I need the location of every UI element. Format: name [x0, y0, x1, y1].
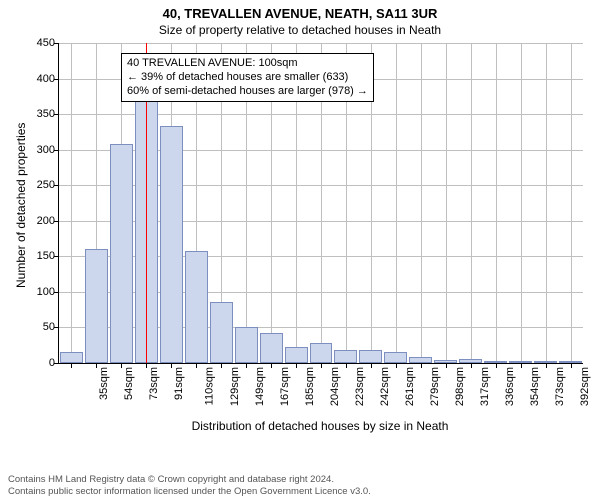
footer-line-2: Contains public sector information licen…: [8, 486, 592, 497]
histogram-bar: [260, 333, 283, 363]
xtick-label: 354sqm: [529, 367, 541, 406]
chart-container: 0 50 100 150 200 250 300 350 400 450 35sqm 54sqm 73s…: [0, 37, 600, 457]
xtick-label: 261sqm: [404, 367, 416, 406]
footer-line-1: Contains HM Land Registry data © Crown c…: [8, 474, 592, 485]
xtick-label: 392sqm: [579, 367, 591, 406]
ytick-label: 400: [37, 73, 59, 85]
xtick-mark: [171, 363, 172, 368]
gridline-v: [71, 43, 72, 363]
gridline-v: [471, 43, 472, 363]
xtick-mark: [371, 363, 372, 368]
ytick-label: 150: [37, 250, 59, 262]
annotation-line: 40 TREVALLEN AVENUE: 100sqm: [127, 57, 368, 71]
xtick-mark: [221, 363, 222, 368]
xtick-label: 336sqm: [504, 367, 516, 406]
histogram-bar: [384, 352, 407, 363]
chart-title-main: 40, TREVALLEN AVENUE, NEATH, SA11 3UR: [0, 6, 600, 21]
xtick-mark: [471, 363, 472, 368]
xtick-mark: [246, 363, 247, 368]
histogram-bar: [285, 347, 308, 363]
xtick-label: 317sqm: [479, 367, 491, 406]
xtick-label: 110sqm: [204, 367, 216, 405]
x-axis-label: Distribution of detached houses by size …: [58, 419, 582, 433]
xtick-label: 167sqm: [279, 367, 291, 406]
gridline-v: [496, 43, 497, 363]
gridline-v: [546, 43, 547, 363]
gridline-v: [421, 43, 422, 363]
xtick-mark: [521, 363, 522, 368]
xtick-mark: [296, 363, 297, 368]
xtick-label: 35sqm: [99, 367, 111, 400]
ytick-label: 250: [37, 179, 59, 191]
xtick-label: 279sqm: [429, 367, 441, 406]
xtick-mark: [71, 363, 72, 368]
histogram-bar: [359, 350, 382, 363]
xtick-mark: [321, 363, 322, 368]
xtick-mark: [346, 363, 347, 368]
xtick-label: 223sqm: [354, 367, 366, 406]
xtick-label: 242sqm: [379, 367, 391, 406]
histogram-bar: [310, 343, 333, 363]
ytick-label: 200: [37, 215, 59, 227]
xtick-mark: [396, 363, 397, 368]
ytick-label: 300: [37, 144, 59, 156]
xtick-mark: [271, 363, 272, 368]
plot-area: 05010015020025030035040045035sqm54sqm73s…: [58, 43, 583, 364]
histogram-bar: [185, 251, 208, 363]
ytick-label: 100: [37, 286, 59, 298]
chart-title-sub: Size of property relative to detached ho…: [0, 23, 600, 37]
xtick-label: 54sqm: [123, 367, 135, 400]
xtick-label: 298sqm: [454, 367, 466, 406]
xtick-mark: [571, 363, 572, 368]
xtick-label: 149sqm: [254, 367, 266, 406]
xtick-label: 91sqm: [173, 367, 185, 400]
histogram-bar: [235, 327, 258, 363]
histogram-bar: [160, 126, 183, 364]
annotation-line: 60% of semi-detached houses are larger (…: [127, 85, 368, 99]
ytick-label: 0: [49, 357, 59, 369]
xtick-mark: [446, 363, 447, 368]
xtick-mark: [121, 363, 122, 368]
xtick-mark: [96, 363, 97, 368]
xtick-mark: [146, 363, 147, 368]
histogram-bar: [210, 302, 233, 363]
histogram-bar: [334, 350, 357, 363]
ytick-label: 350: [37, 108, 59, 120]
ytick-label: 450: [37, 37, 59, 49]
histogram-bar: [60, 352, 83, 363]
footer-attribution: Contains HM Land Registry data © Crown c…: [8, 474, 592, 497]
xtick-label: 185sqm: [304, 367, 316, 406]
xtick-label: 129sqm: [229, 367, 241, 406]
xtick-label: 204sqm: [329, 367, 341, 406]
annotation-line: ← 39% of detached houses are smaller (63…: [127, 71, 368, 85]
gridline-v: [446, 43, 447, 363]
annotation-box: 40 TREVALLEN AVENUE: 100sqm← 39% of deta…: [121, 53, 374, 102]
ytick-label: 50: [43, 321, 59, 333]
xtick-mark: [496, 363, 497, 368]
histogram-bar: [110, 144, 133, 363]
xtick-mark: [421, 363, 422, 368]
xtick-label: 73sqm: [148, 367, 160, 400]
gridline-v: [571, 43, 572, 363]
y-axis-label: Number of detached properties: [14, 123, 28, 288]
xtick-mark: [546, 363, 547, 368]
gridline-v: [521, 43, 522, 363]
histogram-bar: [85, 249, 108, 363]
gridline-v: [396, 43, 397, 363]
xtick-mark: [196, 363, 197, 368]
xtick-label: 373sqm: [554, 367, 566, 406]
